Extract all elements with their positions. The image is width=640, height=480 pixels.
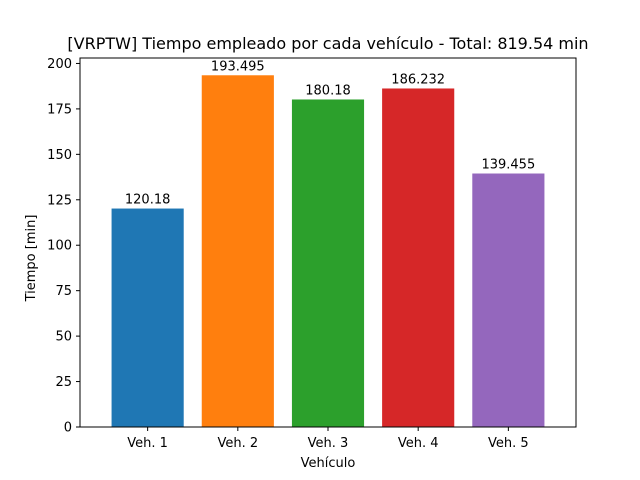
bar-veh-1 [111, 208, 184, 427]
data-label-veh-3: 180.18 [305, 83, 351, 98]
y-tick-label: 175 [47, 102, 72, 117]
x-tick-label: Veh. 5 [488, 436, 529, 451]
bar-veh-4 [382, 88, 455, 427]
y-tick-label: 200 [47, 57, 72, 72]
y-tick-label: 125 [47, 193, 72, 208]
x-tick-label: Veh. 2 [217, 436, 258, 451]
data-label-veh-4: 186.232 [391, 72, 445, 87]
y-axis-label: Tiempo [min] [24, 215, 39, 303]
data-label-veh-5: 139.455 [481, 158, 535, 173]
axes-frame [79, 57, 577, 428]
y-tick-label: 25 [55, 375, 72, 390]
x-tick-label: Veh. 4 [398, 436, 439, 451]
y-tick-label: 100 [47, 239, 72, 254]
bar-veh-5 [472, 173, 545, 427]
bar-veh-3 [291, 99, 365, 428]
x-tick-label: Veh. 1 [127, 436, 168, 451]
data-label-veh-2: 193.495 [211, 59, 265, 74]
y-tick-label: 150 [47, 148, 72, 163]
x-axis-label: Vehículo [301, 456, 356, 471]
plot-area: 120.18 Veh. 1 193.495 Veh. 2 180.18 Veh. 3 186… [47, 57, 577, 451]
y-tick-label: 75 [55, 284, 72, 299]
data-label-veh-1: 120.18 [125, 193, 171, 208]
x-tick-label: Veh. 3 [308, 436, 349, 451]
bar-veh-2 [201, 75, 274, 428]
y-tick-label: 50 [55, 330, 72, 345]
chart-title: [VRPTW] Tiempo empleado por cada vehícul… [67, 34, 588, 53]
y-tick-label: 0 [64, 421, 72, 436]
